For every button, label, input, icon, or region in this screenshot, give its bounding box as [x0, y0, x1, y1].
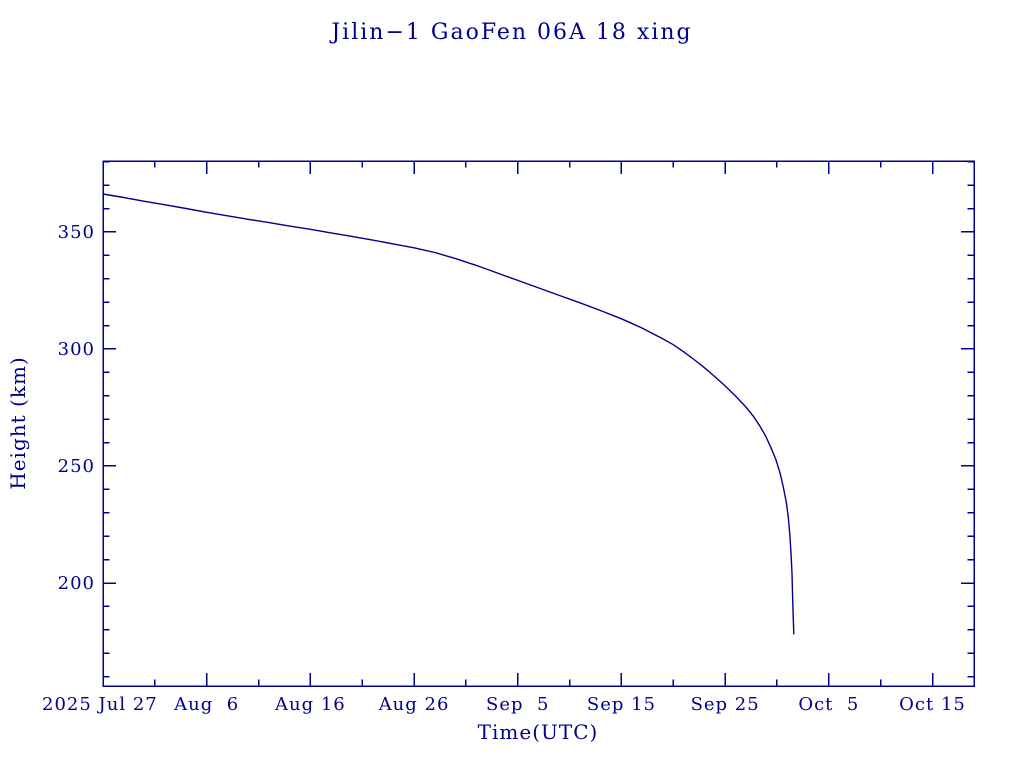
y-tick-label: 350: [58, 222, 95, 243]
x-tick-label: Aug 6: [173, 694, 239, 715]
y-tick-label: 250: [58, 456, 95, 477]
x-tick-label: Aug 26: [378, 694, 450, 715]
y-tick-label: 200: [58, 573, 95, 594]
chart-title: Jilin−1 GaoFen 06A 18 xing: [329, 20, 692, 45]
x-tick-label: Sep 5: [486, 694, 549, 715]
x-tick-label: Aug 16: [274, 694, 346, 715]
x-tick-label: Sep 25: [691, 694, 760, 715]
x-tick-label: Sep 15: [587, 694, 656, 715]
plot-border: [102, 160, 975, 687]
x-tick-label: Oct 15: [899, 694, 966, 715]
y-tick-label: 300: [58, 339, 95, 360]
x-axis-label: Time(UTC): [478, 720, 599, 744]
x-tick-label: 2025 Jul 27: [42, 694, 158, 715]
decay-curve: [102, 193, 795, 635]
x-tick-label: Oct 5: [798, 694, 859, 715]
height-series-line: [102, 193, 795, 635]
plot-axes: 2025 Jul 27 Aug 6 Aug 16 Aug 26 Sep 5 Sep 15 S…: [42, 160, 975, 715]
y-axis-label: Height (km): [6, 356, 30, 489]
